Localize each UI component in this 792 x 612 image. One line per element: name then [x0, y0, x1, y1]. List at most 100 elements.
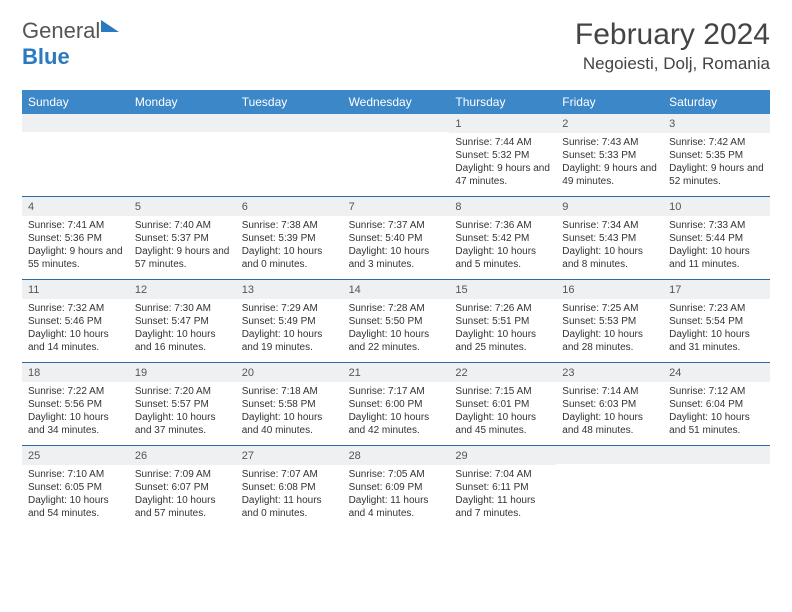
day-cell: 11Sunrise: 7:32 AMSunset: 5:46 PMDayligh… [22, 280, 129, 362]
sunrise-text: Sunrise: 7:34 AM [562, 219, 657, 232]
weekday-header: Wednesday [343, 90, 450, 114]
daylight-text: Daylight: 10 hours and 25 minutes. [455, 328, 550, 354]
day-body: Sunrise: 7:23 AMSunset: 5:54 PMDaylight:… [663, 299, 770, 358]
daylight-text: Daylight: 10 hours and 37 minutes. [135, 411, 230, 437]
day-number: 17 [663, 280, 770, 299]
day-number [343, 114, 450, 132]
weeks-container: 1Sunrise: 7:44 AMSunset: 5:32 PMDaylight… [22, 114, 770, 528]
day-number [556, 446, 663, 464]
weekday-header: Saturday [663, 90, 770, 114]
weekday-header: Monday [129, 90, 236, 114]
day-number: 3 [663, 114, 770, 133]
daylight-text: Daylight: 10 hours and 22 minutes. [349, 328, 444, 354]
day-cell: 17Sunrise: 7:23 AMSunset: 5:54 PMDayligh… [663, 280, 770, 362]
month-title: February 2024 [575, 18, 770, 52]
sunset-text: Sunset: 6:08 PM [242, 481, 337, 494]
day-body: Sunrise: 7:25 AMSunset: 5:53 PMDaylight:… [556, 299, 663, 358]
logo-triangle-icon [101, 20, 119, 32]
sunset-text: Sunset: 5:39 PM [242, 232, 337, 245]
day-number: 24 [663, 363, 770, 382]
day-body: Sunrise: 7:36 AMSunset: 5:42 PMDaylight:… [449, 216, 556, 275]
sunset-text: Sunset: 6:05 PM [28, 481, 123, 494]
day-number: 18 [22, 363, 129, 382]
day-cell: 14Sunrise: 7:28 AMSunset: 5:50 PMDayligh… [343, 280, 450, 362]
day-number: 11 [22, 280, 129, 299]
day-number: 28 [343, 446, 450, 465]
sunrise-text: Sunrise: 7:30 AM [135, 302, 230, 315]
sunset-text: Sunset: 5:44 PM [669, 232, 764, 245]
day-body: Sunrise: 7:44 AMSunset: 5:32 PMDaylight:… [449, 133, 556, 192]
page-header: General Blue February 2024 Negoiesti, Do… [0, 0, 792, 84]
day-cell [663, 446, 770, 528]
daylight-text: Daylight: 10 hours and 0 minutes. [242, 245, 337, 271]
day-number: 4 [22, 197, 129, 216]
day-cell: 6Sunrise: 7:38 AMSunset: 5:39 PMDaylight… [236, 197, 343, 279]
day-cell: 10Sunrise: 7:33 AMSunset: 5:44 PMDayligh… [663, 197, 770, 279]
sunset-text: Sunset: 5:58 PM [242, 398, 337, 411]
sunset-text: Sunset: 6:09 PM [349, 481, 444, 494]
day-number: 23 [556, 363, 663, 382]
day-body: Sunrise: 7:32 AMSunset: 5:46 PMDaylight:… [22, 299, 129, 358]
day-number: 14 [343, 280, 450, 299]
day-number: 10 [663, 197, 770, 216]
sunrise-text: Sunrise: 7:05 AM [349, 468, 444, 481]
day-number: 8 [449, 197, 556, 216]
day-cell: 1Sunrise: 7:44 AMSunset: 5:32 PMDaylight… [449, 114, 556, 196]
sunset-text: Sunset: 5:33 PM [562, 149, 657, 162]
daylight-text: Daylight: 10 hours and 48 minutes. [562, 411, 657, 437]
day-number: 20 [236, 363, 343, 382]
daylight-text: Daylight: 9 hours and 47 minutes. [455, 162, 550, 188]
week-row: 4Sunrise: 7:41 AMSunset: 5:36 PMDaylight… [22, 196, 770, 279]
day-number: 15 [449, 280, 556, 299]
daylight-text: Daylight: 9 hours and 52 minutes. [669, 162, 764, 188]
day-body: Sunrise: 7:38 AMSunset: 5:39 PMDaylight:… [236, 216, 343, 275]
sunrise-text: Sunrise: 7:20 AM [135, 385, 230, 398]
sunrise-text: Sunrise: 7:17 AM [349, 385, 444, 398]
daylight-text: Daylight: 10 hours and 45 minutes. [455, 411, 550, 437]
daylight-text: Daylight: 10 hours and 42 minutes. [349, 411, 444, 437]
day-cell: 26Sunrise: 7:09 AMSunset: 6:07 PMDayligh… [129, 446, 236, 528]
logo-text: General Blue [22, 18, 119, 70]
day-body: Sunrise: 7:34 AMSunset: 5:43 PMDaylight:… [556, 216, 663, 275]
title-block: February 2024 Negoiesti, Dolj, Romania [575, 18, 770, 74]
day-cell: 29Sunrise: 7:04 AMSunset: 6:11 PMDayligh… [449, 446, 556, 528]
sunrise-text: Sunrise: 7:26 AM [455, 302, 550, 315]
day-cell [22, 114, 129, 196]
day-cell [236, 114, 343, 196]
day-cell: 21Sunrise: 7:17 AMSunset: 6:00 PMDayligh… [343, 363, 450, 445]
week-row: 18Sunrise: 7:22 AMSunset: 5:56 PMDayligh… [22, 362, 770, 445]
week-row: 11Sunrise: 7:32 AMSunset: 5:46 PMDayligh… [22, 279, 770, 362]
day-body: Sunrise: 7:15 AMSunset: 6:01 PMDaylight:… [449, 382, 556, 441]
daylight-text: Daylight: 10 hours and 34 minutes. [28, 411, 123, 437]
sunset-text: Sunset: 5:37 PM [135, 232, 230, 245]
daylight-text: Daylight: 10 hours and 28 minutes. [562, 328, 657, 354]
sunrise-text: Sunrise: 7:10 AM [28, 468, 123, 481]
day-number: 16 [556, 280, 663, 299]
daylight-text: Daylight: 10 hours and 57 minutes. [135, 494, 230, 520]
calendar: Sunday Monday Tuesday Wednesday Thursday… [22, 90, 770, 528]
sunrise-text: Sunrise: 7:04 AM [455, 468, 550, 481]
sunset-text: Sunset: 6:07 PM [135, 481, 230, 494]
weekday-header-row: Sunday Monday Tuesday Wednesday Thursday… [22, 90, 770, 114]
sunset-text: Sunset: 5:46 PM [28, 315, 123, 328]
day-body: Sunrise: 7:43 AMSunset: 5:33 PMDaylight:… [556, 133, 663, 192]
day-cell: 8Sunrise: 7:36 AMSunset: 5:42 PMDaylight… [449, 197, 556, 279]
day-number [663, 446, 770, 464]
day-cell: 22Sunrise: 7:15 AMSunset: 6:01 PMDayligh… [449, 363, 556, 445]
logo: General Blue [22, 18, 119, 70]
day-cell: 13Sunrise: 7:29 AMSunset: 5:49 PMDayligh… [236, 280, 343, 362]
sunrise-text: Sunrise: 7:23 AM [669, 302, 764, 315]
daylight-text: Daylight: 10 hours and 5 minutes. [455, 245, 550, 271]
day-number: 27 [236, 446, 343, 465]
sunset-text: Sunset: 5:47 PM [135, 315, 230, 328]
sunrise-text: Sunrise: 7:14 AM [562, 385, 657, 398]
day-body: Sunrise: 7:29 AMSunset: 5:49 PMDaylight:… [236, 299, 343, 358]
day-number: 9 [556, 197, 663, 216]
sunrise-text: Sunrise: 7:15 AM [455, 385, 550, 398]
day-body: Sunrise: 7:37 AMSunset: 5:40 PMDaylight:… [343, 216, 450, 275]
sunrise-text: Sunrise: 7:40 AM [135, 219, 230, 232]
day-number: 7 [343, 197, 450, 216]
sunrise-text: Sunrise: 7:29 AM [242, 302, 337, 315]
sunrise-text: Sunrise: 7:07 AM [242, 468, 337, 481]
daylight-text: Daylight: 11 hours and 7 minutes. [455, 494, 550, 520]
